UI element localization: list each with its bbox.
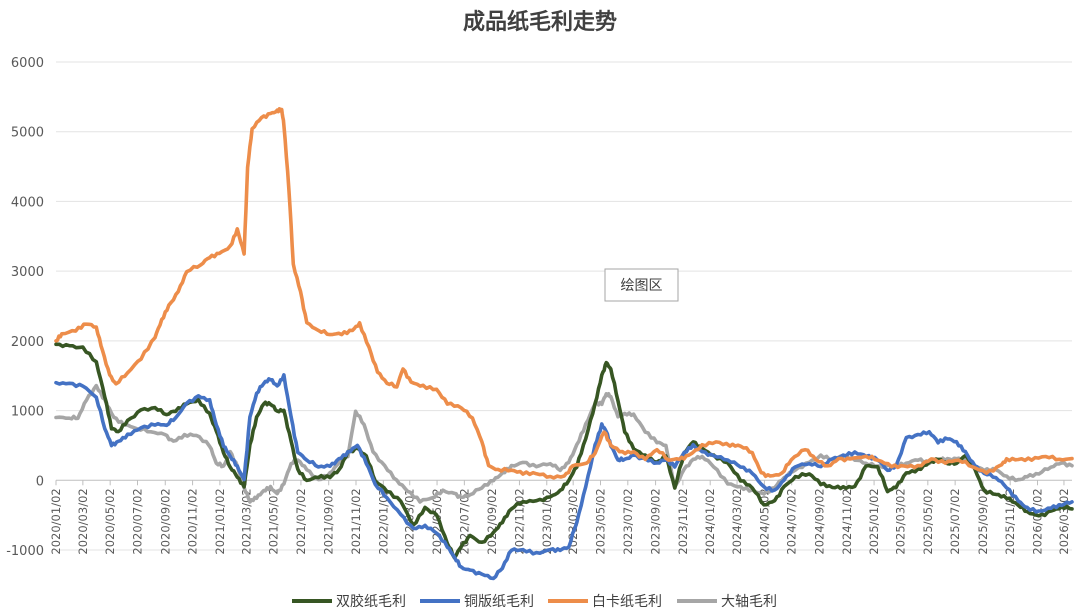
gridlines: [56, 61, 1072, 551]
y-tick-label-7: -1000: [6, 544, 44, 559]
x-tick-label-35: 2025/11/02: [1003, 488, 1017, 554]
x-tick-label-11: 2021/11/02: [349, 488, 363, 554]
x-tick-label-20: 2023/05/02: [593, 488, 607, 554]
x-tick-label-24: 2024/01/02: [703, 488, 717, 554]
x-tick-label-37: 2026/03/02: [1057, 488, 1071, 554]
x-tick-label-9: 2021/07/02: [294, 488, 308, 554]
x-tick-label-1: 2020/03/02: [76, 488, 90, 554]
x-tick-label-4: 2020/09/02: [158, 488, 172, 554]
series-line-2: [54, 107, 1074, 480]
x-tick-label-29: 2024/11/02: [840, 488, 854, 554]
x-tick-label-0: 2020/01/02: [49, 488, 63, 554]
x-tick-label-10: 2021/09/02: [322, 488, 336, 554]
y-axis-tick-labels: 6000 5000 4000 3000 2000 1000 0 -1000: [6, 56, 44, 559]
plot-area-label-box: [604, 268, 679, 302]
x-tick-label-6: 2021/01/02: [213, 488, 227, 554]
y-tick-label-0: 6000: [11, 56, 44, 71]
x-tick-label-8: 2021/05/02: [267, 488, 281, 554]
x-tick-label-27: 2024/07/02: [785, 488, 799, 554]
x-tick-label-32: 2025/05/02: [921, 488, 935, 554]
x-tick-label-25: 2024/03/02: [730, 488, 744, 554]
x-tick-label-3: 2020/07/02: [130, 488, 144, 554]
x-tick-label-16: 2022/09/02: [485, 488, 499, 554]
x-tick-label-7: 2021/03/02: [239, 488, 253, 554]
x-tick-label-19: 2023/03/02: [566, 488, 580, 554]
y-tick-label-5: 1000: [11, 405, 44, 420]
y-tick-label-1: 5000: [11, 126, 44, 141]
x-tick-label-28: 2024/09/02: [812, 488, 826, 554]
x-tick-label-33: 2025/07/02: [948, 488, 962, 554]
x-tick-label-2: 2020/05/02: [103, 488, 117, 554]
y-tick-label-4: 2000: [11, 335, 44, 350]
x-tick-label-23: 2023/11/02: [676, 488, 690, 554]
x-tick-label-5: 2020/11/02: [186, 488, 200, 554]
series-lines: [54, 107, 1074, 581]
legend-label-1: 铜版纸毛利: [464, 594, 534, 610]
x-tick-label-21: 2023/07/02: [621, 488, 635, 554]
y-tick-label-6: 0: [36, 474, 44, 489]
plot-area-label-text: 绘图区: [621, 278, 663, 294]
y-tick-label-2: 4000: [11, 195, 44, 210]
series-line-1: [54, 373, 1074, 581]
legend: 双胶纸毛利 铜版纸毛利 白卡纸毛利 大轴毛利: [292, 593, 777, 610]
x-tick-label-30: 2025/01/02: [867, 488, 881, 554]
series-line-0: [54, 342, 1074, 560]
x-tick-label-31: 2025/03/02: [894, 488, 908, 554]
x-tick-label-18: 2023/01/02: [540, 488, 554, 554]
x-tick-label-12: 2022/01/02: [376, 488, 390, 554]
x-tick-label-36: 2026/01/02: [1031, 488, 1045, 554]
y-tick-label-3: 3000: [11, 265, 44, 280]
x-tick-label-17: 2022/11/02: [512, 488, 526, 554]
plot-area-label: 绘图区: [604, 268, 679, 302]
x-tick-label-22: 2023/09/02: [649, 488, 663, 554]
chart-title: 成品纸毛利走势: [463, 9, 617, 35]
legend-label-3: 大轴毛利: [721, 594, 777, 610]
legend-label-2: 白卡纸毛利: [592, 594, 662, 610]
legend-label-0: 双胶纸毛利: [336, 593, 406, 610]
x-tick-label-34: 2025/09/02: [976, 488, 990, 554]
